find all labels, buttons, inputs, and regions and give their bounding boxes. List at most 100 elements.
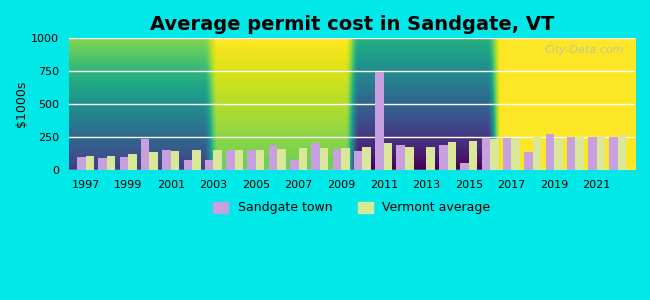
Bar [213,150,222,170]
Bar [618,135,627,170]
Bar [141,139,150,170]
Bar [333,149,341,170]
Bar [183,160,192,170]
Bar [277,149,286,170]
Y-axis label: $1000s: $1000s [15,81,28,128]
Bar [128,154,136,170]
Bar [150,152,158,170]
Bar [567,137,575,170]
Bar [311,142,320,170]
Bar [469,141,477,170]
Bar [86,156,94,170]
Bar [171,151,179,170]
Bar [171,151,179,170]
Bar [248,150,256,170]
Bar [107,156,115,170]
Bar [588,137,597,170]
Bar [98,158,107,170]
Bar [256,150,265,170]
Bar [333,149,341,170]
Bar [439,145,448,170]
Bar [618,135,627,170]
Bar [363,147,371,170]
Bar [213,150,222,170]
Bar [363,147,371,170]
Bar [375,72,383,170]
Bar [354,151,363,170]
Bar [226,150,235,170]
Bar [575,137,584,170]
Bar [86,156,94,170]
Bar [439,145,448,170]
Bar [120,157,128,170]
Bar [384,142,392,170]
Bar [426,147,435,170]
Bar [192,150,201,170]
Bar [503,138,512,170]
Bar [482,138,490,170]
Bar [354,151,363,170]
Bar [256,150,265,170]
Legend: Sandgate town, Vermont average: Sandgate town, Vermont average [208,196,495,219]
Bar [405,147,413,170]
Bar [554,138,563,170]
Bar [482,138,490,170]
Bar [545,134,554,170]
Bar [525,152,533,170]
Bar [162,150,171,170]
Bar [469,141,477,170]
Bar [150,152,158,170]
Bar [460,163,469,170]
Bar [588,137,597,170]
Bar [141,139,150,170]
Bar [298,148,307,170]
Bar [320,148,328,170]
Bar [610,137,618,170]
Bar [268,145,277,170]
Bar [162,150,171,170]
Bar [226,150,235,170]
Bar [268,145,277,170]
Bar [512,138,520,170]
Bar [77,157,86,170]
Bar [107,156,115,170]
Bar [235,150,243,170]
Bar [77,157,86,170]
Bar [235,150,243,170]
Bar [503,138,512,170]
Bar [490,139,499,170]
Bar [554,138,563,170]
Text: City-Data.com: City-Data.com [544,45,623,55]
Bar [341,148,350,170]
Bar [460,163,469,170]
Bar [384,142,392,170]
Bar [98,158,107,170]
Bar [575,137,584,170]
Bar [567,137,575,170]
Bar [128,154,136,170]
Bar [545,134,554,170]
Title: Average permit cost in Sandgate, VT: Average permit cost in Sandgate, VT [150,15,554,34]
Bar [120,157,128,170]
Bar [597,136,605,170]
Bar [396,145,405,170]
Bar [192,150,201,170]
Bar [298,148,307,170]
Bar [183,160,192,170]
Bar [205,160,213,170]
Bar [405,147,413,170]
Bar [448,142,456,170]
Bar [610,137,618,170]
Bar [290,160,298,170]
Bar [375,72,383,170]
Bar [512,138,520,170]
Bar [525,152,533,170]
Bar [248,150,256,170]
Bar [490,139,499,170]
Bar [597,136,605,170]
Bar [277,149,286,170]
Bar [448,142,456,170]
Bar [205,160,213,170]
Bar [341,148,350,170]
Bar [533,137,541,170]
